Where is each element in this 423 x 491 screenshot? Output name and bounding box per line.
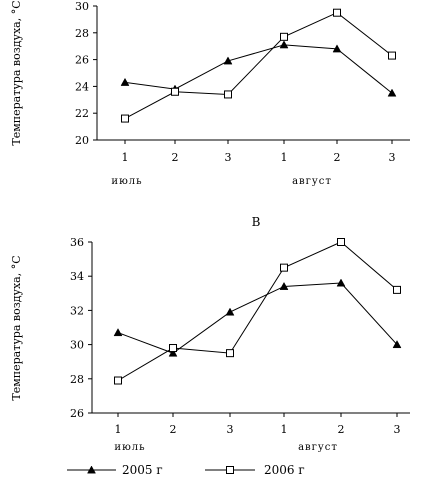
- y-axis-label: Температура воздуха, °С: [10, 0, 23, 145]
- data-point-2005: [225, 307, 235, 316]
- x-tick-label: 2: [170, 423, 177, 436]
- x-tick-label: 3: [389, 151, 396, 164]
- month-label: июль: [114, 442, 145, 453]
- x-tick-label: 3: [394, 423, 401, 436]
- data-point-2006: [171, 87, 179, 96]
- y-tick-label: 26: [75, 54, 89, 67]
- month-label: август: [292, 176, 332, 187]
- data-point-2006: [121, 114, 129, 123]
- y-tick-label: 30: [70, 339, 84, 352]
- data-point-2005: [113, 328, 123, 337]
- y-axis-label: Температура воздуха, °С: [10, 255, 23, 400]
- data-point-2005: [336, 278, 346, 287]
- data-point-2005: [392, 340, 402, 349]
- data-point-2006: [280, 263, 288, 272]
- y-tick-label: 34: [70, 270, 84, 283]
- data-point-2005: [120, 77, 130, 86]
- y-tick-label: 28: [75, 27, 89, 40]
- legend: 2005 г 2006 г: [67, 463, 305, 477]
- legend-marker: [226, 466, 234, 474]
- y-tick-label: 26: [70, 407, 84, 420]
- x-tick-label: 1: [281, 151, 288, 164]
- data-point-2005: [168, 348, 178, 357]
- x-tick-label: 2: [172, 151, 179, 164]
- series-line-2005: [117, 282, 398, 354]
- data-point-2006: [226, 349, 234, 358]
- data-point-2005: [279, 40, 289, 49]
- month-label: июль: [111, 176, 142, 187]
- chart-top: 20 22 24 26 28 30 1 2 3 1 2 3 июль август Температура …: [10, 0, 410, 187]
- data-point-2006: [393, 285, 401, 294]
- data-point-2006: [280, 32, 288, 41]
- x-tick-label: 2: [334, 151, 341, 164]
- panel-label: В: [252, 215, 261, 229]
- chart-bottom: 26 28 30 32 34 36 1 2 3 1 2 3 июль август Температура …: [10, 215, 410, 453]
- series-line-2006: [117, 241, 398, 381]
- data-point-2005: [387, 88, 397, 97]
- data-point-2005: [223, 56, 233, 65]
- legend-label: 2005 г: [122, 463, 163, 477]
- x-tick-label: 1: [122, 151, 129, 164]
- data-point-2006: [333, 8, 341, 17]
- data-point-2006: [224, 90, 232, 99]
- y-tick-label: 32: [70, 304, 84, 317]
- x-tick-label: 2: [338, 423, 345, 436]
- data-point-2006: [114, 376, 122, 385]
- y-tick-label: 24: [75, 80, 89, 93]
- series-line-2005: [124, 44, 393, 94]
- legend-label: 2006 г: [264, 463, 305, 477]
- y-tick-label: 20: [75, 134, 89, 147]
- data-point-2006: [169, 344, 177, 353]
- x-tick-label: 1: [281, 423, 288, 436]
- y-tick-label: 22: [75, 107, 89, 120]
- x-tick-label: 3: [227, 423, 234, 436]
- y-tick-label: 36: [70, 236, 84, 249]
- data-point-2006: [337, 238, 345, 246]
- x-tick-label: 1: [115, 423, 122, 436]
- y-tick-label: 28: [70, 373, 84, 386]
- series-line-2006: [124, 12, 393, 120]
- legend-marker: [87, 465, 96, 474]
- data-point-2005: [279, 281, 289, 290]
- x-tick-label: 3: [225, 151, 232, 164]
- y-tick-label: 30: [75, 0, 89, 13]
- month-label: август: [298, 442, 338, 453]
- data-point-2006: [388, 51, 396, 60]
- data-point-2005: [332, 44, 342, 53]
